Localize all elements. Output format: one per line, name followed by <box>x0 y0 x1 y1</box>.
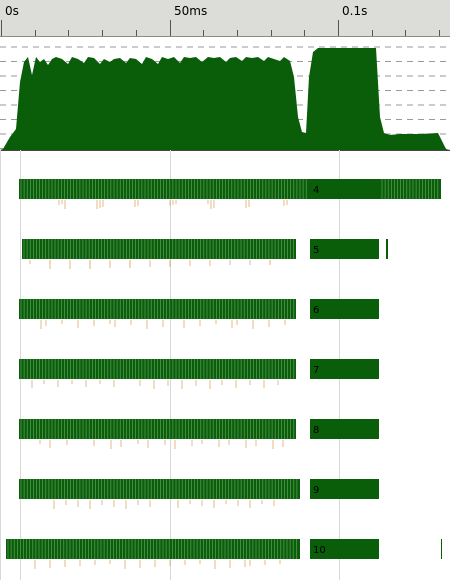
thread-lane-label: 9 <box>313 485 319 496</box>
thread-lane-label: 8 <box>313 425 319 436</box>
ruler-tick <box>439 30 440 36</box>
busy-segment <box>380 179 441 199</box>
thread-lane-5[interactable]: 5 <box>22 239 388 269</box>
busy-segment <box>441 539 442 559</box>
thread-lane-7[interactable]: 7 <box>19 359 379 389</box>
thread-lane-label: 4 <box>313 185 319 196</box>
ruler-tick <box>203 30 204 36</box>
ruler-label-0s: 0s <box>5 4 19 18</box>
ruler-tick <box>1 20 2 36</box>
thread-lane-label: 5 <box>313 245 319 256</box>
busy-segment <box>310 179 380 199</box>
ruler-tick <box>372 30 373 36</box>
ruler-tick <box>405 30 406 36</box>
busy-segment <box>310 359 379 379</box>
thread-lane-8[interactable]: 8 <box>19 419 379 449</box>
ruler-tick <box>35 30 36 36</box>
busy-segment <box>19 179 310 199</box>
thread-lane-label: 6 <box>313 305 319 316</box>
ruler-label-50ms: 50ms <box>174 4 208 18</box>
thread-lane-10[interactable]: 10 <box>6 539 442 569</box>
ruler-tick <box>102 30 103 36</box>
busy-segment <box>386 239 388 259</box>
activity-area <box>0 48 450 150</box>
ruler-label-0.1s: 0.1s <box>342 4 368 18</box>
thread-lane-9[interactable]: 9 <box>19 479 379 509</box>
ruler-tick <box>338 20 339 36</box>
ruler-tick <box>237 30 238 36</box>
ruler-tick <box>68 30 69 36</box>
busy-segment <box>310 419 379 439</box>
thread-lane-4[interactable]: 4 <box>19 179 441 209</box>
busy-segment <box>22 239 296 259</box>
busy-segment <box>310 539 379 559</box>
busy-segment <box>310 299 379 319</box>
busy-segment <box>310 479 379 499</box>
activity-overview-graph[interactable] <box>0 37 450 151</box>
ruler-tick <box>304 30 305 36</box>
thread-lanes[interactable]: 4 5 6 7 8 9 10 <box>0 150 450 580</box>
thread-lane-label: 7 <box>313 365 319 376</box>
time-ruler[interactable]: 0s 50ms 0.1s <box>0 0 450 37</box>
ruler-tick <box>271 30 272 36</box>
busy-segment <box>310 239 379 259</box>
ruler-tick <box>136 30 137 36</box>
thread-lane-label: 10 <box>313 545 326 556</box>
ruler-tick <box>170 20 171 36</box>
thread-lane-6[interactable]: 6 <box>19 299 379 329</box>
